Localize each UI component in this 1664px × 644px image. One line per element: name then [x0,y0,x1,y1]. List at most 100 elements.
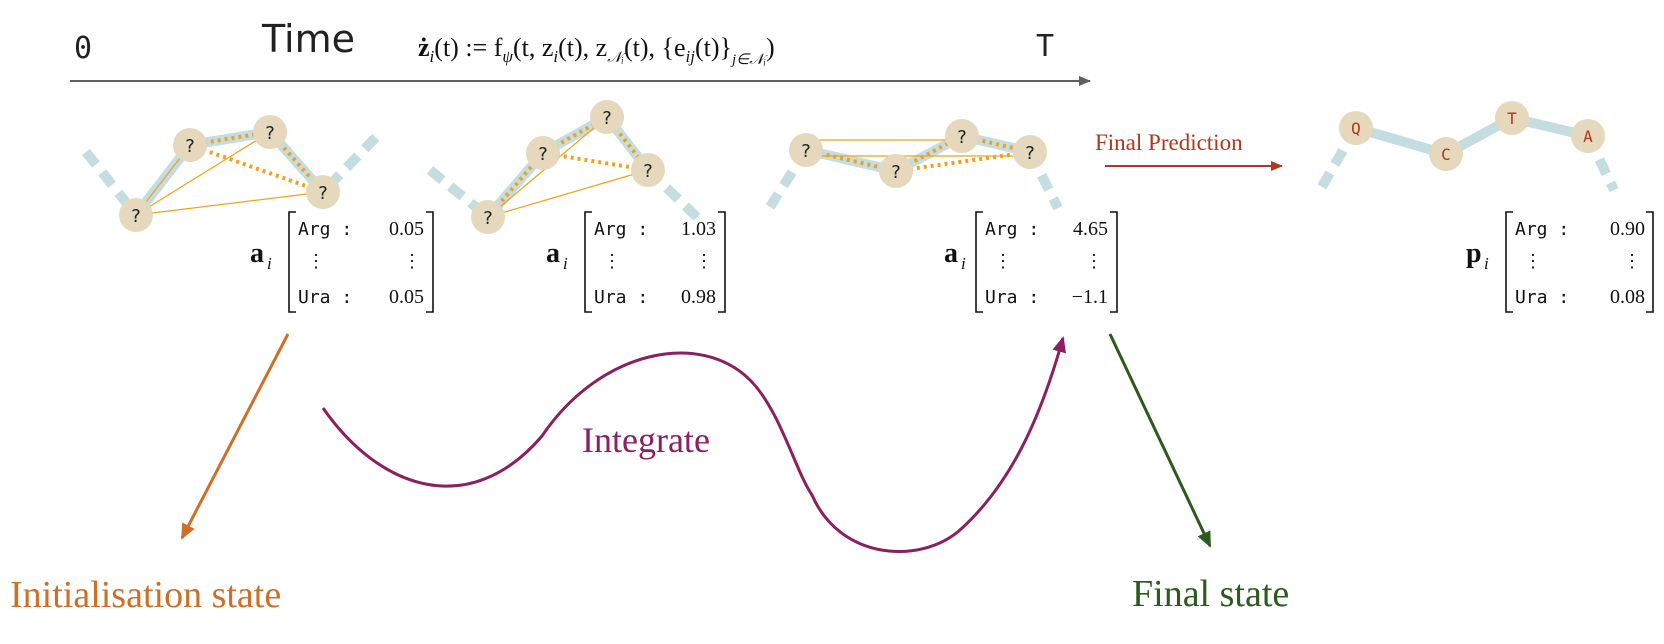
time-start-label: 0 [74,31,92,66]
eq-zi-sub: i [553,47,558,66]
integrate-label: Integrate [582,420,710,460]
row-value: ⋮ [1085,251,1103,271]
backbone-solid [1354,112,1590,160]
node-label: ? [131,206,141,227]
bracket-left [1505,211,1513,313]
node-label: ? [957,127,967,148]
row-value: 0.98 [681,286,716,308]
bracket-right [1110,211,1118,313]
eq-zn-sub: 𝒩ᵢ [607,50,626,66]
residue-node: Q [1339,111,1373,145]
eq-tail-sub: j∈𝒩ᵢ [730,52,768,68]
node: ? [945,119,979,153]
edge [487,169,649,218]
vector-subscript: i [563,254,568,273]
backbone-solid [132,126,327,219]
row-value: ⋮ [403,251,421,271]
vector-symbol: p [1466,238,1482,269]
vector-symbol: a [944,238,958,269]
edge [895,134,963,173]
node: ? [119,198,153,232]
node: ? [631,153,665,187]
node: ? [253,115,287,149]
vector-subscript: i [267,254,272,273]
row-key: Ura : [594,287,648,308]
vector-stage-3: a i Arg : 4.65 ⋮ ⋮ Ura : −1.1 [944,211,1118,313]
vector-subscript: i [1484,254,1489,273]
initialisation-arrow [180,333,290,540]
node-label: ? [1025,143,1035,164]
bracket-left [288,211,296,313]
vector-stage-1: a i Arg : 0.05 ⋮ ⋮ Ura : 0.05 [250,211,434,313]
bracket-right [1646,211,1654,313]
eq-close: ) [766,33,775,62]
row-key: ⋮ [307,251,325,271]
vector-symbol: a [250,238,264,269]
final-state-arrow [1108,333,1212,548]
eq-e-sub: ij [686,47,696,66]
node: ? [1013,135,1047,169]
row-value: 0.08 [1610,286,1645,308]
residue-label: A [1583,127,1593,146]
residue-node: T [1495,101,1529,135]
node: ? [879,154,913,188]
backbone-solid [484,110,652,221]
edge [542,115,608,155]
bracket-left [584,211,592,313]
node: ? [306,175,340,209]
row-key: Ura : [1515,287,1569,308]
row-key: Arg : [298,219,352,240]
eq-mid2: (t), {e [624,33,686,62]
row-key: ⋮ [994,251,1012,271]
node: ? [590,100,624,134]
node-label: ? [318,183,328,204]
initialisation-state-label: Initialisation state [10,574,281,616]
row-value: −1.1 [1072,286,1108,308]
residue-label: T [1507,109,1517,128]
residue-label: C [1441,145,1451,164]
row-value: 1.03 [681,218,716,240]
timeline: 0 Time T żi(t) := fψ(t, zi(t), z𝒩ᵢ(t), {… [70,17,1091,86]
node-label: ? [891,162,901,183]
ode-equation: żi(t) := fψ(t, zi(t), z𝒩ᵢ(t), {eij(t)}j∈… [418,33,775,68]
eq-f-sub: ψ [502,47,513,66]
node-label: ? [483,208,493,229]
bracket-right [718,211,726,313]
node: ? [526,136,560,170]
row-key: ⋮ [603,251,621,271]
backbone-solid [804,130,1032,177]
eq-mid: (t), z [558,33,607,62]
integrate-arrow [321,336,1066,554]
row-value: 4.65 [1073,218,1108,240]
residue-label: Q [1351,119,1361,138]
edge [895,150,1031,173]
row-key: Ura : [298,287,352,308]
row-value: 0.05 [389,286,424,308]
bracket-left [975,211,983,313]
graph-stage-3: ? ? ? ? [765,119,1063,211]
node: ? [173,128,207,162]
node: ? [471,200,505,234]
graph-stage-1: ? ? ? ? [82,115,386,232]
vector-subscript: i [961,254,966,273]
vector-prediction: p i Arg : 0.90 ⋮ ⋮ Ura : 0.08 [1466,211,1654,313]
edge [135,131,271,216]
eq-args: (t, z [513,33,553,62]
eq-lhs: ż [418,33,430,62]
node-label: ? [801,141,811,162]
row-key: Arg : [594,219,648,240]
node-label: ? [265,123,275,144]
row-key: Arg : [985,219,1039,240]
bracket-right [426,211,434,313]
edge [189,143,324,194]
vector-symbol: a [546,238,560,269]
row-key: Ura : [985,287,1039,308]
vector-stage-2: a i Arg : 1.03 ⋮ ⋮ Ura : 0.98 [546,211,726,313]
final-prediction-label: Final Prediction [1095,130,1243,155]
time-label: Time [261,17,355,61]
row-key: Arg : [1515,219,1569,240]
node: ? [789,133,823,167]
row-value: 0.05 [389,218,424,240]
final-prediction: Final Prediction [1095,130,1283,171]
